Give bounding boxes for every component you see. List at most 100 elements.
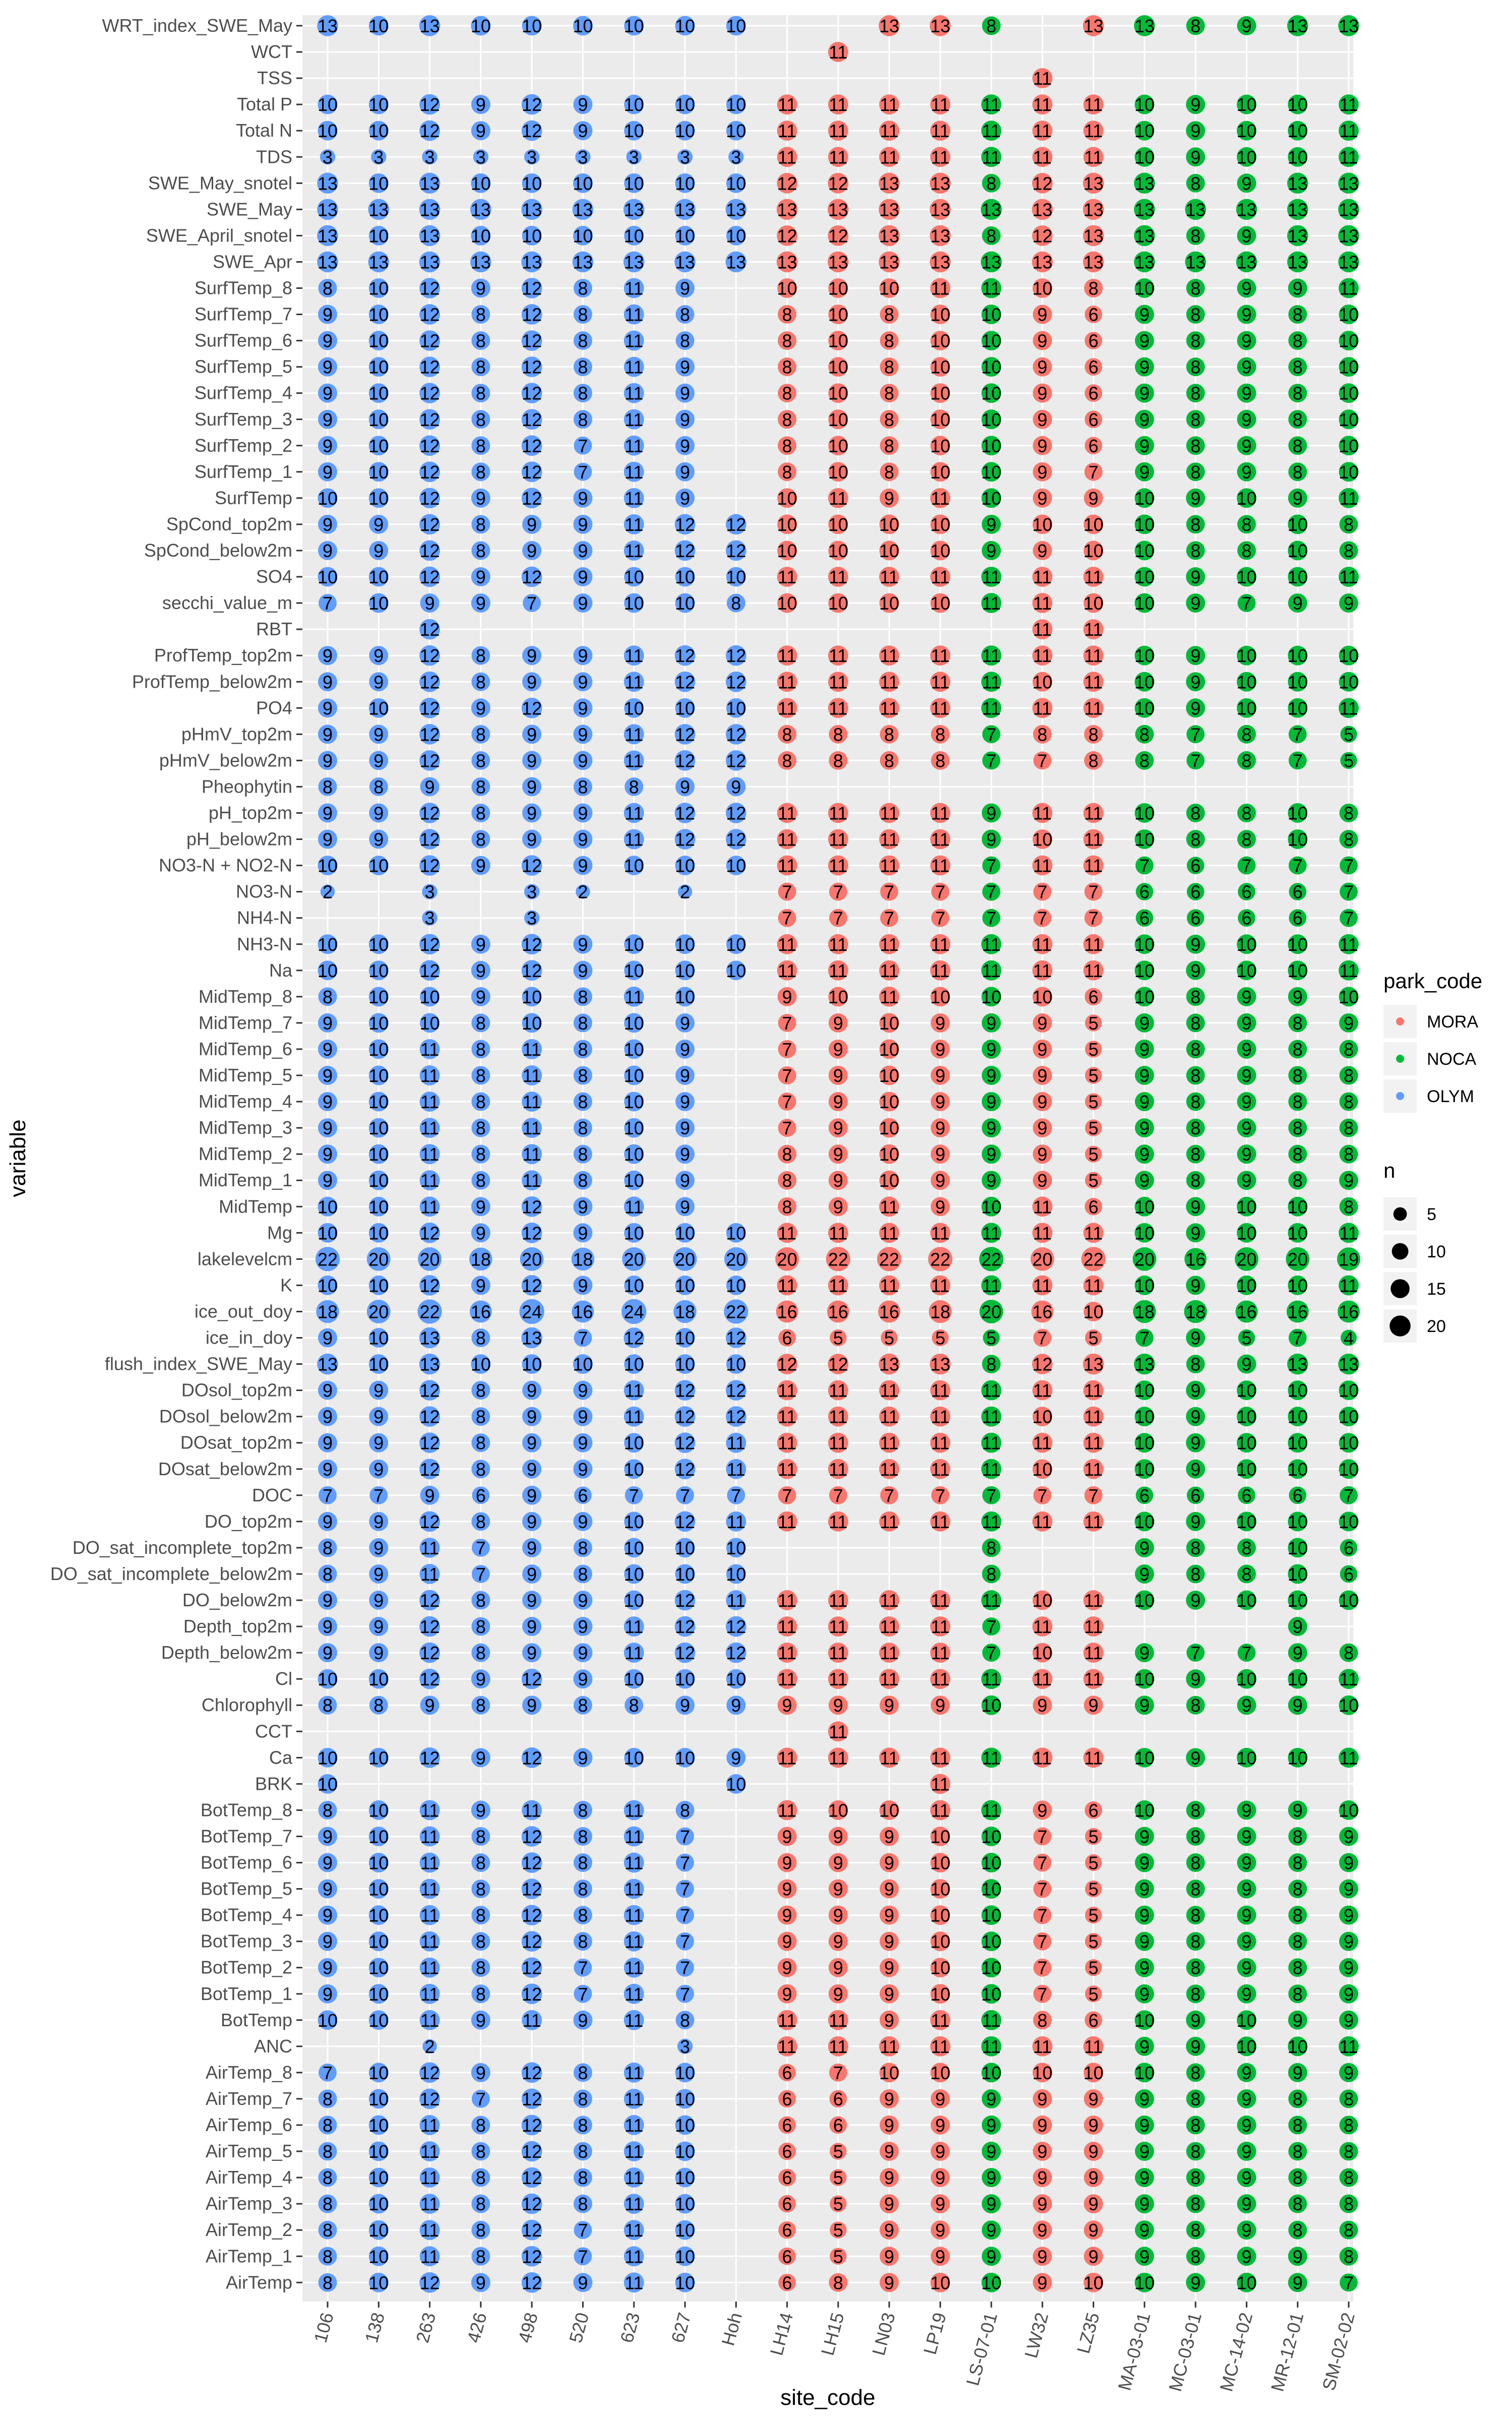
cell-label: 11 <box>1033 593 1052 614</box>
cell-label: 8 <box>1344 2246 1354 2267</box>
cell-label: 9 <box>731 776 741 797</box>
cell-label: 9 <box>680 278 690 299</box>
y-tick-label: SWE_April_snotel <box>146 225 292 246</box>
data-point <box>828 540 848 561</box>
x-tick-label: LS-07-01 <box>962 2310 1001 2388</box>
data-point <box>879 829 900 850</box>
cell-label: 10 <box>368 1013 389 1034</box>
data-point <box>471 436 490 455</box>
data-point <box>318 331 337 350</box>
cell-label: 10 <box>1135 672 1155 692</box>
y-tick-label: ProfTemp_below2m <box>132 671 292 692</box>
cell-label: 13 <box>420 252 440 272</box>
data-point <box>419 671 440 692</box>
data-point <box>1288 803 1308 823</box>
cell-label: 7 <box>629 1485 639 1506</box>
data-point <box>1288 147 1308 167</box>
cell-label: 9 <box>1140 2220 1150 2241</box>
data-point <box>317 199 338 220</box>
cell-label: 8 <box>1190 1065 1201 1086</box>
data-point <box>879 410 899 429</box>
cell-label: 9 <box>578 1275 588 1296</box>
cell-label: 11 <box>1084 1380 1103 1401</box>
cell-label: 11 <box>829 2036 847 2057</box>
cell-label: 13 <box>879 1354 899 1375</box>
data-point <box>930 409 951 430</box>
data-point <box>1287 251 1308 273</box>
data-point <box>981 672 1001 692</box>
cell-label: 7 <box>1037 882 1047 902</box>
cell-label: 8 <box>578 383 588 404</box>
cell-label: 10 <box>1236 1223 1256 1243</box>
data-point <box>777 94 797 115</box>
cell-label: 12 <box>675 672 695 692</box>
cell-label: 7 <box>782 882 792 902</box>
cell-label: 9 <box>1140 1118 1150 1138</box>
cell-label: 10 <box>318 1275 338 1296</box>
data-point <box>675 357 695 377</box>
cell-label: 13 <box>420 173 440 194</box>
cell-label: 8 <box>323 2141 333 2162</box>
cell-label: 7 <box>1037 1485 1047 1506</box>
data-point <box>1085 410 1102 429</box>
cell-label: 11 <box>420 2115 439 2136</box>
cell-label: 13 <box>1185 252 1206 272</box>
cell-label: 12 <box>675 1590 695 1611</box>
cell-label: 12 <box>522 278 542 299</box>
cell-label: 9 <box>731 1747 741 1768</box>
data-point <box>677 149 693 165</box>
data-point <box>778 331 797 350</box>
cell-label: 8 <box>476 1879 486 1900</box>
cell-label: 11 <box>420 1538 439 1558</box>
cell-label: 10 <box>368 436 389 456</box>
cell-label: 10 <box>1135 1747 1155 1768</box>
cell-label: 8 <box>476 331 486 351</box>
cell-label: 9 <box>1241 436 1251 456</box>
cell-label: 11 <box>1084 934 1103 955</box>
cell-label: 13 <box>1083 16 1103 36</box>
x-tick-label: LN03 <box>868 2310 899 2357</box>
cell-label: 8 <box>476 1433 486 1454</box>
data-point <box>419 251 440 273</box>
data-point <box>777 278 797 298</box>
y-tick-label: pH_below2m <box>186 829 292 850</box>
cell-label: 9 <box>1190 934 1201 955</box>
cell-label: 9 <box>680 1144 690 1165</box>
cell-label: 10 <box>1288 960 1308 981</box>
cell-label: 11 <box>420 2194 439 2214</box>
cell-label: 9 <box>476 488 486 509</box>
cell-label: 8 <box>1190 2115 1201 2136</box>
cell-label: 10 <box>828 593 848 614</box>
cell-label: 11 <box>624 436 643 456</box>
data-point <box>1339 305 1359 325</box>
cell-label: 10 <box>675 1354 695 1375</box>
cell-label: 6 <box>1241 1485 1251 1506</box>
cell-label: 11 <box>624 305 643 325</box>
data-point <box>623 672 644 692</box>
cell-label: 5 <box>1088 1984 1098 2005</box>
data-point <box>624 120 644 141</box>
cell-label: 10 <box>879 540 899 561</box>
cell-label: 11 <box>829 856 847 876</box>
cell-label: 7 <box>782 1118 792 1138</box>
cell-label: 7 <box>1241 856 1251 876</box>
cell-label: 9 <box>578 672 588 692</box>
cell-label: 7 <box>1140 1328 1150 1349</box>
cell-label: 8 <box>476 776 486 797</box>
cell-label: 8 <box>731 593 741 614</box>
cell-label: 9 <box>1190 1459 1201 1480</box>
cell-label: 10 <box>368 1354 389 1375</box>
cell-label: 10 <box>1236 2010 1256 2031</box>
cell-label: 12 <box>675 1433 695 1454</box>
cell-label: 5 <box>1088 1826 1098 1847</box>
y-tick-label: CCT <box>255 1721 292 1741</box>
cell-label: 10 <box>1339 357 1359 378</box>
data-point <box>419 435 440 456</box>
cell-label: 13 <box>1339 16 1359 36</box>
cell-label: 13 <box>1339 252 1359 272</box>
data-point <box>1133 199 1155 220</box>
y-axis-title: variable <box>6 1119 30 1197</box>
cell-label: 9 <box>373 1564 384 1585</box>
cell-label: 22 <box>981 1249 1001 1269</box>
cell-label: 8 <box>782 750 792 771</box>
